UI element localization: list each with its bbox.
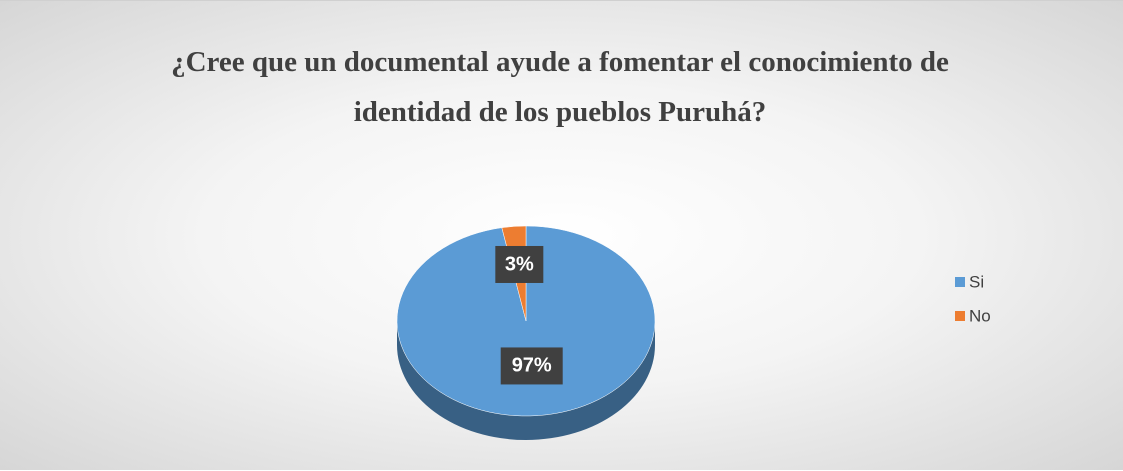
legend-swatch: [955, 277, 965, 287]
data-label: 3%: [495, 245, 544, 283]
data-label-text: 3%: [505, 253, 534, 275]
legend-label: No: [969, 306, 991, 325]
legend-swatch: [955, 311, 965, 321]
chart-title: ¿Cree que un documental ayude a fomentar…: [171, 46, 949, 128]
data-label: 97%: [500, 347, 563, 385]
data-label-text: 97%: [512, 355, 552, 377]
pie-side: [397, 321, 655, 440]
data-label-box: [495, 245, 544, 283]
data-label-box: [500, 347, 563, 385]
legend-label: Si: [969, 272, 984, 291]
